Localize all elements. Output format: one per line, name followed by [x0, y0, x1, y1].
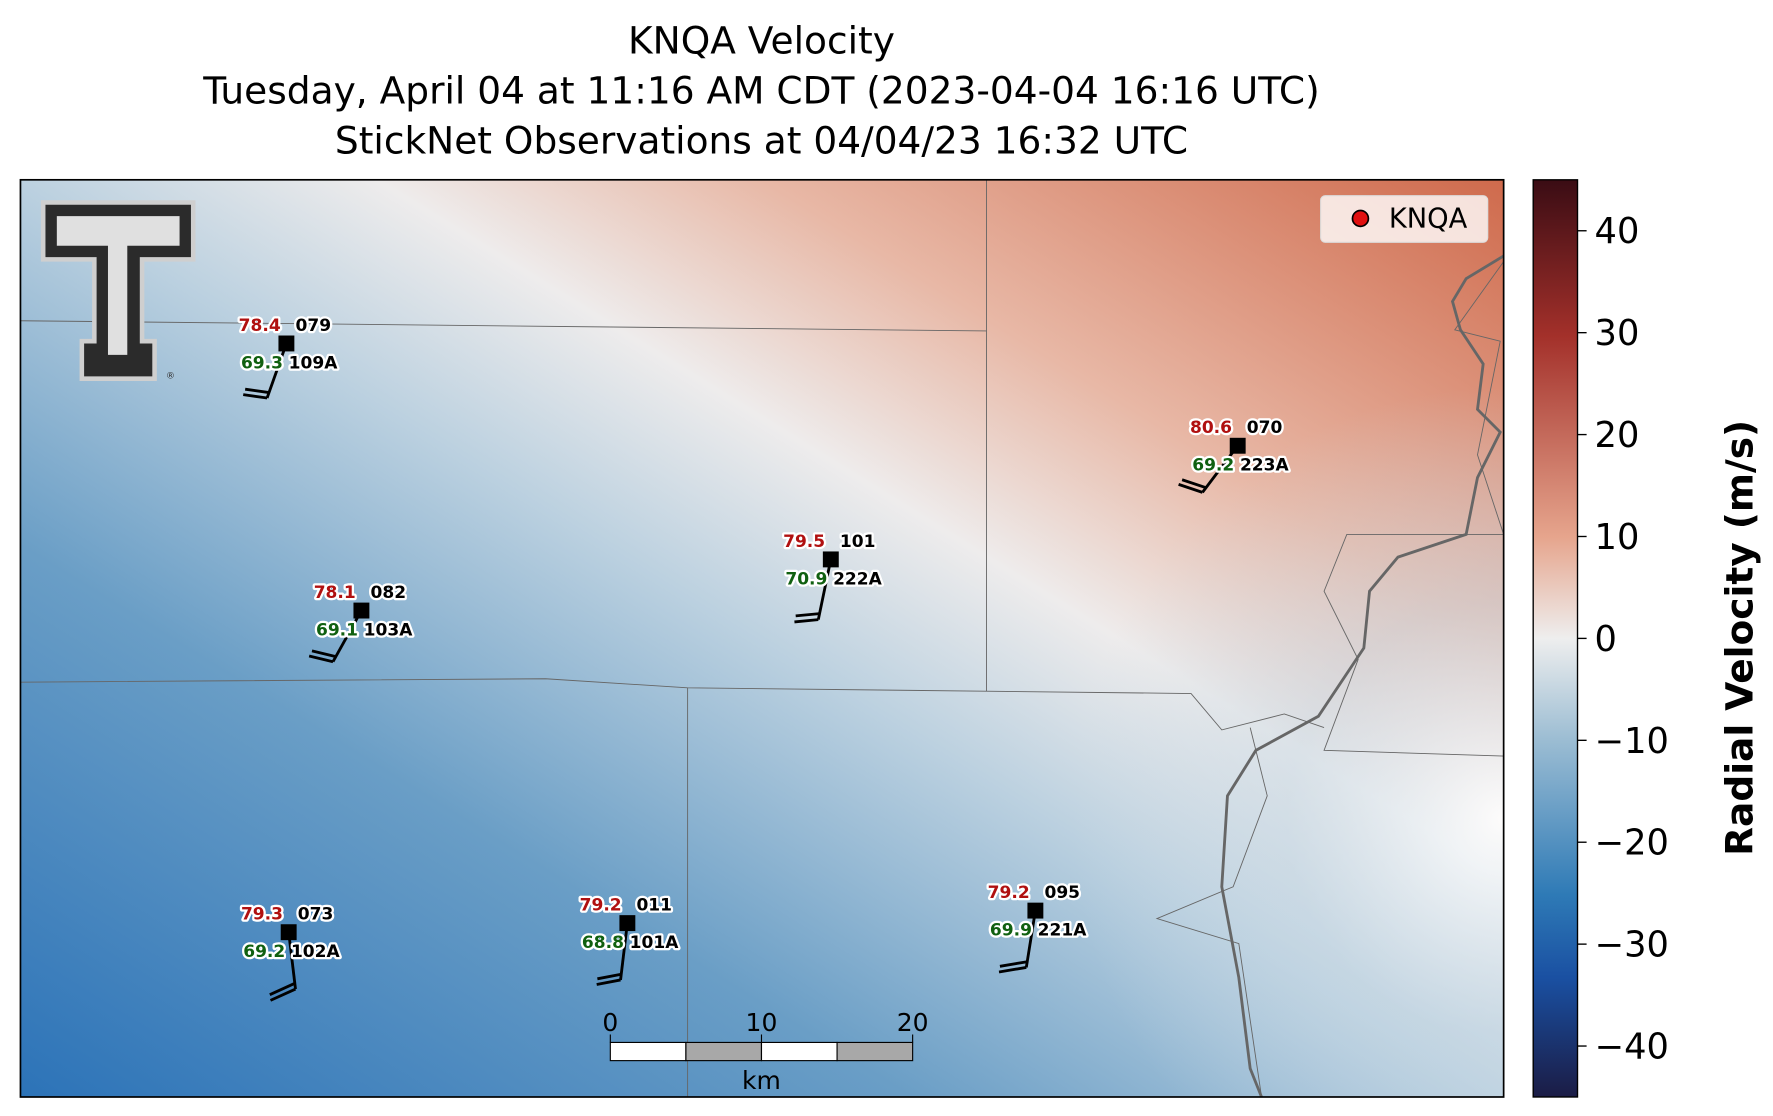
station-id: 102A	[291, 942, 341, 962]
county-lines	[20, 179, 1504, 1097]
wind-barb	[243, 393, 268, 400]
station: 79.2 011 68.8 101A	[577, 893, 681, 986]
wind-barb	[1178, 483, 1203, 494]
colorbar-tick-label: 30	[1595, 313, 1640, 354]
wind-staff	[287, 932, 297, 990]
scale-unit: km	[742, 1066, 781, 1095]
dewpoint: 69.2	[1192, 456, 1234, 476]
wind-staff	[265, 342, 288, 399]
wind-barb	[998, 966, 1027, 974]
title-line: StickNet Observations at 04/04/23 16:32 …	[335, 119, 1188, 163]
temperature: 79.2	[988, 883, 1030, 903]
wind-barb	[1181, 478, 1207, 490]
station-marker	[280, 924, 297, 941]
station: 79.2 095 69.9 221A	[985, 881, 1089, 974]
stations: 78.4 079 69.3 109A 80.6 070 69.2 223A 79.5 101 70.…	[236, 314, 1292, 1002]
scale-segment	[760, 1041, 838, 1062]
logo: ®	[40, 200, 196, 382]
station-id: 222A	[833, 569, 883, 589]
dewpoint: 69.2	[243, 942, 285, 962]
dewpoint: 68.8	[582, 933, 624, 953]
colorbar-tick-label: 0	[1595, 619, 1617, 660]
wind-barb	[794, 618, 819, 624]
colorbar-ticks: 40 30 20 10 0 −10 −20 −30 −40	[1577, 211, 1669, 1068]
station-marker	[353, 602, 370, 619]
title-line: Tuesday, April 04 at 11:16 AM CDT (2023-…	[202, 69, 1320, 113]
wind-barb	[311, 649, 337, 658]
temperature: 78.1	[314, 583, 356, 603]
scale-segment	[685, 1041, 763, 1062]
colorbar-tick-label: 40	[1595, 211, 1640, 252]
wind-barb	[244, 387, 270, 394]
temperature: 79.2	[580, 896, 622, 916]
colorbar-tick-label: 10	[1595, 517, 1640, 558]
dewpoint: 69.3	[241, 353, 283, 373]
station-id: 101A	[630, 933, 680, 953]
station: 79.3 073 69.2 102A	[239, 902, 343, 1002]
station-id: 109A	[289, 353, 339, 373]
station: 80.6 070 69.2 223A	[1178, 416, 1292, 494]
station: 78.1 082 69.1 103A	[308, 581, 416, 664]
station: 79.5 101 70.9 222A	[781, 530, 885, 624]
station-marker	[619, 915, 636, 932]
river	[1220, 254, 1504, 1097]
map-frame	[19, 178, 1505, 1098]
legend-label: KNQA	[1389, 204, 1468, 235]
wind-barb	[596, 978, 621, 986]
legend: KNQA	[1320, 195, 1489, 243]
wind-staff	[331, 609, 363, 663]
station: 78.4 079 69.3 109A	[236, 314, 341, 400]
station-id: 223A	[1240, 456, 1290, 476]
station-code: 082	[371, 583, 407, 603]
colorbar-label: Radial Velocity (m/s)	[1718, 420, 1762, 856]
scale-tick-label: 10	[746, 1008, 778, 1037]
station-marker	[822, 551, 839, 568]
wind-staff	[816, 559, 833, 620]
station-code: 101	[840, 532, 876, 552]
wind-staff	[1024, 910, 1037, 968]
station-code: 095	[1044, 883, 1080, 903]
scale-segment	[836, 1041, 914, 1062]
station-code: 079	[295, 316, 331, 336]
station-marker	[278, 335, 295, 352]
temperature: 79.3	[241, 905, 283, 925]
wind-barb	[269, 987, 297, 1002]
colorbar-tick-label: −10	[1595, 721, 1669, 762]
wind-barb	[597, 972, 622, 981]
wind-staff	[619, 922, 629, 981]
station-id: 221A	[1038, 921, 1088, 941]
scale-segment	[609, 1041, 687, 1062]
temperature: 78.4	[239, 316, 281, 336]
station-marker	[1229, 437, 1246, 454]
wind-barb	[795, 612, 820, 618]
station-code: 011	[636, 896, 672, 916]
colorbar	[1532, 179, 1579, 1098]
title-line: KNQA Velocity	[628, 19, 895, 63]
velocity-field-near	[20, 179, 1504, 1097]
logo-mark: ®	[166, 372, 175, 382]
dewpoint: 69.1	[316, 621, 358, 641]
dewpoint: 69.9	[990, 921, 1032, 941]
station-id: 103A	[364, 621, 414, 641]
legend-box	[1320, 195, 1489, 243]
scale-tick-label: 0	[602, 1008, 618, 1037]
colorbar-tick-label: −30	[1595, 925, 1669, 966]
colorbar-tick-label: −40	[1595, 1027, 1669, 1068]
station-code: 070	[1247, 418, 1283, 438]
colorbar-tick-label: 20	[1595, 415, 1640, 456]
colorbar-tick-label: −20	[1595, 823, 1669, 864]
scale-tick-label: 20	[897, 1008, 929, 1037]
station-code: 073	[298, 905, 334, 925]
temperature: 80.6	[1190, 418, 1232, 438]
wind-barb	[269, 982, 296, 996]
scale-bar: 0 10 20 km	[602, 1008, 928, 1095]
wind-barb	[999, 960, 1028, 968]
legend-marker	[1351, 209, 1370, 228]
wind-barb	[308, 654, 334, 664]
temperature: 79.5	[783, 532, 825, 552]
station-marker	[1027, 902, 1044, 919]
dewpoint: 70.9	[785, 569, 827, 589]
